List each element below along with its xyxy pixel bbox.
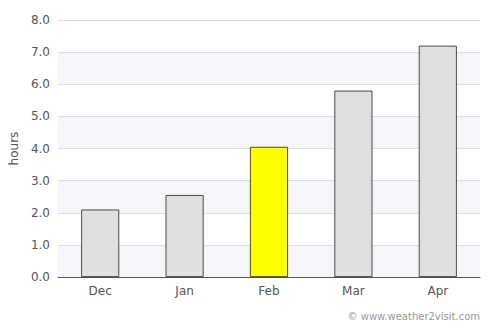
svg-text:4.0: 4.0	[31, 142, 50, 156]
svg-text:1.0: 1.0	[31, 238, 50, 252]
svg-text:8.0: 8.0	[31, 13, 50, 27]
svg-text:Apr: Apr	[427, 284, 448, 298]
svg-text:6.0: 6.0	[31, 77, 50, 91]
svg-text:0.0: 0.0	[31, 270, 50, 284]
svg-text:Feb: Feb	[258, 284, 279, 298]
svg-text:7.0: 7.0	[31, 45, 50, 59]
svg-text:Jan: Jan	[174, 284, 194, 298]
svg-text:Dec: Dec	[89, 284, 112, 298]
svg-text:© www.weather2visit.com: © www.weather2visit.com	[348, 311, 480, 322]
svg-text:3.0: 3.0	[31, 174, 50, 188]
svg-text:2.0: 2.0	[31, 206, 50, 220]
svg-text:Mar: Mar	[342, 284, 365, 298]
svg-text:hours: hours	[7, 132, 21, 166]
svg-text:5.0: 5.0	[31, 109, 50, 123]
